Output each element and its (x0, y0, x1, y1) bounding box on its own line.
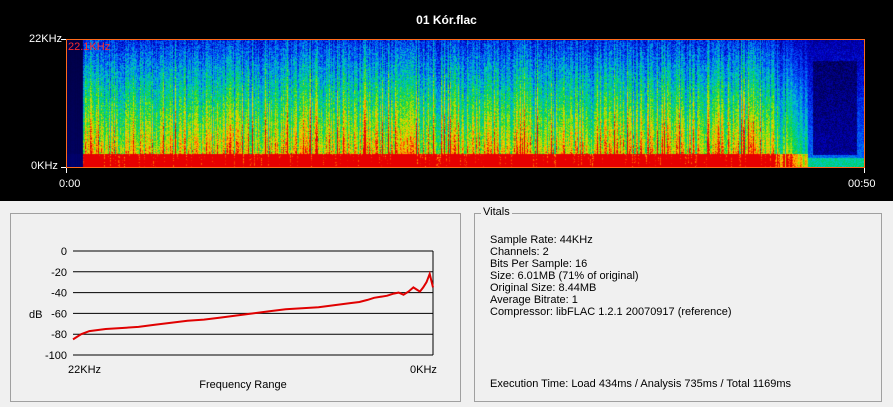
frequency-graph: 0 -20 -40 -60 -80 -100 dB 22KHz 0KHz Frequenc… (29, 246, 437, 391)
spectrogram-image (66, 39, 865, 168)
y-tick-label: -40 (51, 288, 67, 300)
y-axis-label: dB (29, 309, 42, 321)
freq-bottom-tick (61, 167, 66, 168)
y-tick-label: -20 (51, 267, 67, 279)
time-end-label: 00:50 (848, 178, 876, 190)
frequency-graph-panel: 0 -20 -40 -60 -80 -100 dB 22KHz 0KHz Frequenc… (10, 213, 461, 402)
freq-top-tick (61, 39, 66, 40)
channels: Channels: 2 (490, 246, 549, 258)
freq-top-label: 22KHz (29, 33, 63, 45)
x-left-label: 22KHz (68, 364, 101, 376)
x-axis-title: Frequency Range (199, 379, 286, 391)
bits-per-sample: Bits Per Sample: 16 (490, 258, 588, 270)
x-right-label: 0KHz (410, 364, 437, 376)
graph-grid (73, 250, 434, 356)
execution-time: Execution Time: Load 434ms / Analysis 73… (490, 378, 792, 390)
y-tick-label: -60 (51, 308, 67, 320)
spectrogram-panel: 01 Kór.flac 22KHz 0KHz 22.1KHz 0:00 00:5… (0, 0, 893, 201)
y-tick-labels: 0 -20 -40 -60 -80 -100 (45, 246, 67, 362)
size: Size: 6.01MB (71% of original) (490, 270, 639, 282)
y-tick-label: -80 (51, 329, 67, 341)
time-start-label: 0:00 (59, 178, 81, 190)
spectrogram-canvas (67, 40, 864, 167)
frequency-curve (72, 270, 434, 341)
vitals-groupbox: Vitals Sample Rate: 44KHz Channels: 2 Bi… (474, 206, 882, 402)
time-start-tick (66, 168, 67, 173)
vitals-list: Sample Rate: 44KHz Channels: 2 Bits Per … (490, 234, 732, 318)
max-frequency-label: 22.1KHz (68, 41, 111, 53)
y-tick-label: 0 (61, 246, 67, 258)
original-size: Original Size: 8.44MB (490, 282, 597, 294)
y-tick-label: -100 (45, 350, 67, 362)
freq-bottom-label: 0KHz (31, 160, 58, 172)
compressor: Compressor: libFLAC 1.2.1 20070917 (refe… (490, 306, 732, 318)
sample-rate: Sample Rate: 44KHz (490, 234, 593, 246)
file-title: 01 Kór.flac (416, 13, 477, 27)
time-end-tick (864, 168, 865, 173)
vitals-title: Vitals (481, 206, 512, 218)
average-bitrate: Average Bitrate: 1 (490, 294, 578, 306)
